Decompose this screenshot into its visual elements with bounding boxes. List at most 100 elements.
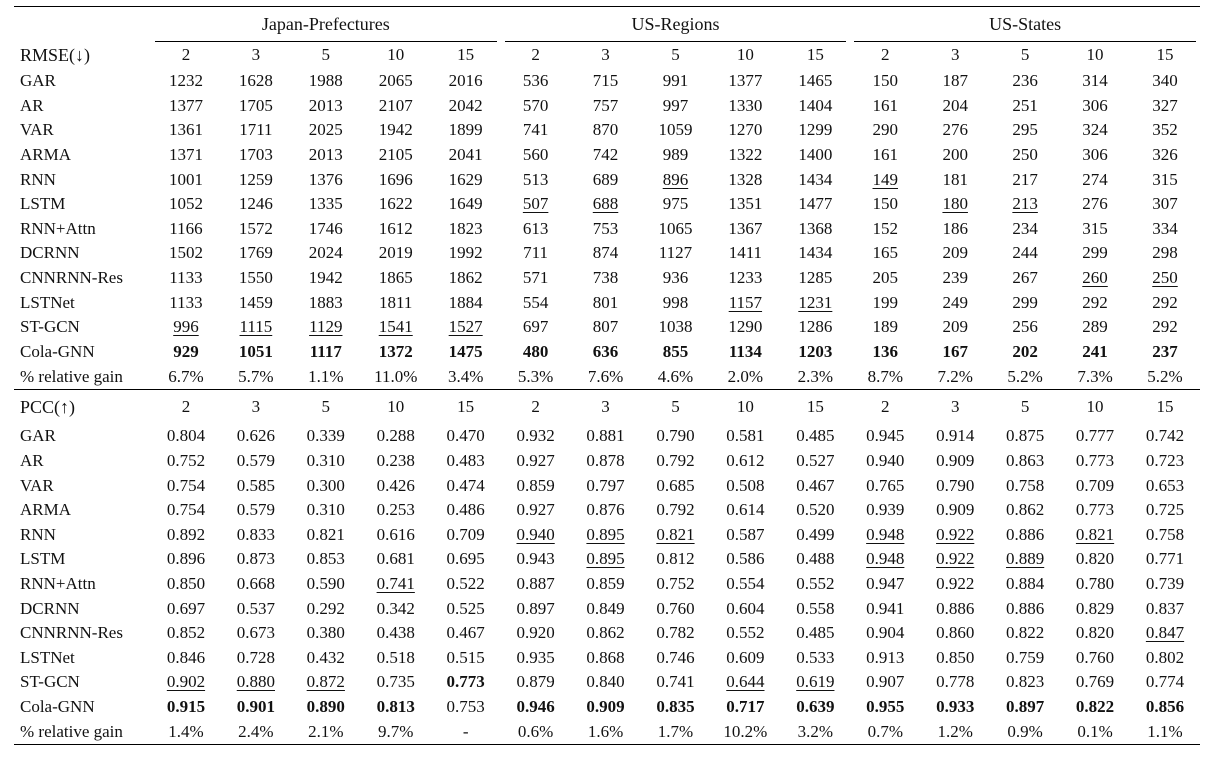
value-text: 209 — [942, 317, 968, 337]
value-cell: 0.778 — [920, 670, 990, 695]
value-cell: 199 — [850, 290, 920, 315]
value-text: 306 — [1082, 145, 1108, 165]
value-text: 0.907 — [866, 672, 905, 692]
value-text: 697 — [522, 317, 549, 337]
value-text: 241 — [1082, 341, 1108, 361]
gain-cell: 1.1% — [308, 366, 344, 386]
value-text: 0.792 — [656, 500, 695, 520]
value-text: 307 — [1152, 194, 1178, 214]
value-cell: 536 — [501, 69, 571, 94]
value-cell: 0.913 — [850, 645, 920, 670]
value-cell: 0.773 — [431, 670, 501, 695]
value-cell: 1612 — [361, 217, 431, 242]
value-cell: 1259 — [221, 167, 291, 192]
value-cell: 0.909 — [920, 498, 990, 523]
rmse-horizon-header: 5 — [290, 41, 361, 69]
value-text: 1811 — [379, 292, 413, 312]
value-cell: 2065 — [361, 69, 431, 94]
value-cell: 0.725 — [1130, 498, 1200, 523]
table-row: LSTNet 1133 1459 1883 1811 1884 554 801 998 1157 1… — [14, 290, 1200, 315]
value-cell: 0.922 — [920, 547, 990, 572]
value-cell: 480 — [501, 340, 571, 365]
value-cell: 0.508 — [710, 473, 780, 498]
value-cell: 315 — [1060, 217, 1130, 242]
value-text: 0.821 — [1075, 524, 1115, 544]
value-text: 0.488 — [796, 549, 835, 569]
value-text: 1459 — [238, 292, 273, 312]
value-text: 0.853 — [306, 549, 345, 569]
value-text: 267 — [1012, 268, 1038, 288]
value-text: 2105 — [378, 145, 413, 165]
value-cell: 801 — [571, 290, 641, 315]
method-name: CNNRNN-Res — [20, 623, 123, 643]
value-text: 244 — [1012, 243, 1038, 263]
gain-cell: - — [430, 719, 501, 746]
method-name: LSTNet — [20, 647, 75, 667]
value-text: 1115 — [239, 317, 273, 337]
value-cell: 1705 — [221, 94, 291, 119]
value-cell: 0.878 — [571, 449, 641, 474]
value-cell: 1231 — [780, 290, 850, 315]
value-text: 0.709 — [446, 524, 485, 544]
value-text: 1862 — [448, 268, 483, 288]
value-cell: 0.856 — [1130, 695, 1200, 720]
value-text: 1475 — [448, 341, 483, 361]
value-cell: 0.579 — [221, 449, 291, 474]
value-cell: 0.802 — [1130, 645, 1200, 670]
rmse-horizon-header: 15 — [430, 41, 501, 69]
value-cell: 241 — [1060, 340, 1130, 365]
pcc-horizon-header: 15 — [1130, 389, 1200, 425]
value-text: 299 — [1082, 243, 1108, 263]
value-cell: 0.846 — [151, 645, 221, 670]
value-cell: 0.813 — [361, 695, 431, 720]
value-cell: 0.852 — [151, 621, 221, 646]
value-text: 0.765 — [866, 475, 905, 495]
table-row: CNNRNN-Res 0.852 0.673 0.380 0.438 0.467 0.920… — [14, 621, 1200, 646]
gain-cell: 5.7% — [238, 366, 274, 386]
value-text: 276 — [1082, 194, 1108, 214]
value-cell: 2105 — [361, 143, 431, 168]
value-text: 0.586 — [726, 549, 765, 569]
value-cell: 0.941 — [850, 596, 920, 621]
value-cell: 0.849 — [571, 596, 641, 621]
value-text: 0.859 — [586, 573, 625, 593]
value-text: 181 — [942, 169, 968, 189]
value-text: 136 — [872, 341, 899, 361]
value-cell: 0.792 — [641, 498, 711, 523]
value-cell: 0.850 — [151, 572, 221, 597]
value-text: 0.653 — [1145, 475, 1185, 495]
value-cell: 0.897 — [501, 596, 571, 621]
value-text: 1572 — [238, 218, 273, 238]
value-cell: 244 — [990, 241, 1060, 266]
value-text: 0.840 — [586, 672, 625, 692]
value-text: 180 — [942, 194, 968, 214]
value-cell: 0.612 — [710, 449, 780, 474]
value-text: 0.470 — [446, 426, 485, 446]
value-text: 292 — [1152, 317, 1178, 337]
value-text: 742 — [592, 145, 619, 165]
value-text: 327 — [1152, 95, 1178, 115]
value-text: 0.342 — [376, 598, 415, 618]
value-cell: 0.859 — [501, 473, 571, 498]
value-cell: 1065 — [641, 217, 711, 242]
table-row: Cola-GNN 929 1051 1117 1372 1475 480 636 855 1134… — [14, 340, 1200, 365]
method-name: RNN — [20, 524, 56, 544]
table-header: Japan-Prefectures US-Regions US-States — [14, 6, 1200, 41]
value-text: 0.292 — [306, 598, 345, 618]
value-text: 1769 — [238, 243, 273, 263]
value-cell: 1290 — [710, 315, 780, 340]
value-text: 0.876 — [586, 500, 625, 520]
value-text: 1157 — [728, 292, 763, 312]
value-text: 0.852 — [166, 623, 206, 643]
rmse-horizon-header: 10 — [710, 41, 781, 69]
value-text: 0.773 — [446, 672, 485, 692]
value-cell: 0.862 — [990, 498, 1060, 523]
value-cell: 613 — [501, 217, 571, 242]
value-cell: 0.823 — [990, 670, 1060, 695]
value-text: 0.520 — [796, 500, 835, 520]
value-cell: 689 — [571, 167, 641, 192]
value-text: 0.537 — [236, 598, 275, 618]
value-text: 150 — [872, 71, 899, 91]
table-row: DCRNN 0.697 0.537 0.292 0.342 0.525 0.897 0.849… — [14, 596, 1200, 621]
rmse-horizon-header: 2 — [850, 41, 921, 69]
